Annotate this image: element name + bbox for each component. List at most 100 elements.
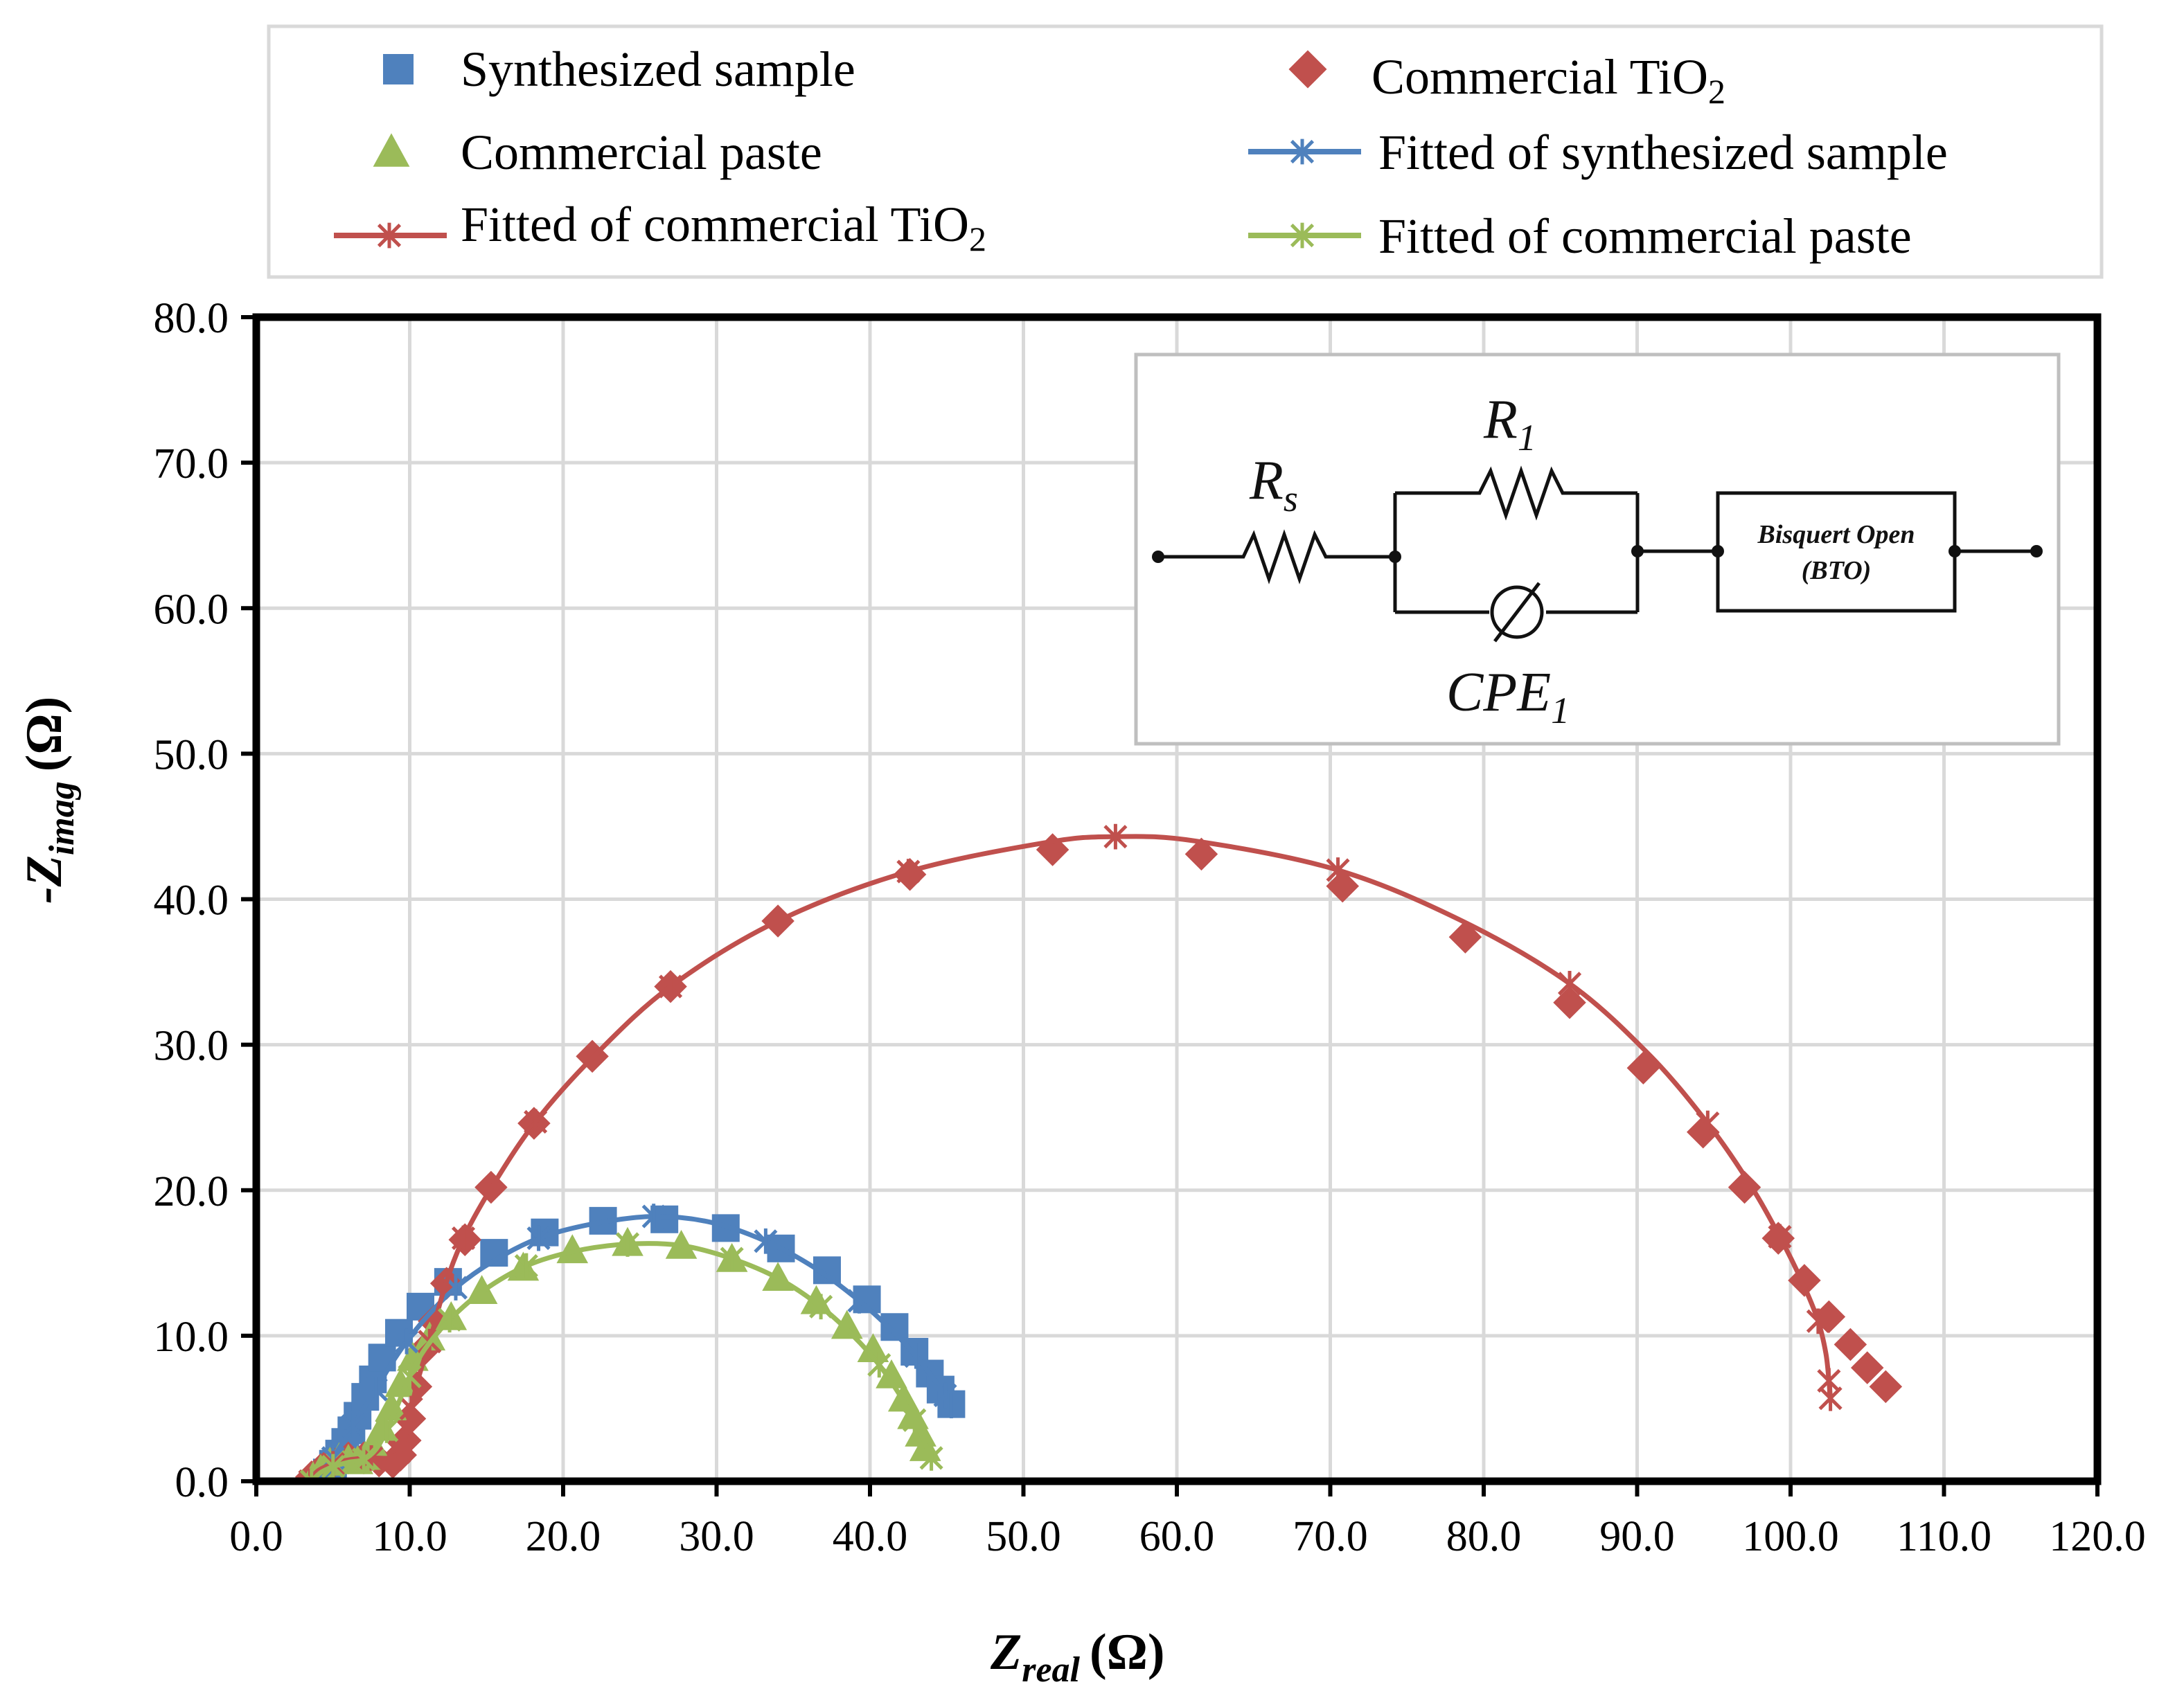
y-tick-label: 60.0 [154, 586, 229, 633]
data-point [1553, 985, 1586, 1019]
bto-label-line2: (BTO) [1802, 556, 1872, 585]
fit-point [919, 1445, 943, 1471]
x-tick-label: 10.0 [372, 1513, 447, 1560]
rs-label: Rs [1249, 450, 1298, 519]
legend-marker [1290, 138, 1315, 165]
legend-marker [377, 222, 402, 249]
x-tick-label: 80.0 [1446, 1513, 1522, 1560]
fit-point [341, 1413, 365, 1439]
y-tick-label: 30.0 [154, 1023, 229, 1070]
fit-point [395, 1328, 419, 1355]
fit-point [939, 1393, 964, 1419]
fit-point [1768, 1224, 1792, 1250]
data-point [876, 1359, 907, 1388]
y-tick-label: 20.0 [154, 1168, 229, 1215]
fit-point [1103, 823, 1128, 850]
data-point [880, 1313, 909, 1341]
x-tick-label: 60.0 [1139, 1513, 1215, 1560]
legend-label: Fitted of commercial paste [1378, 208, 1912, 264]
x-tick-label: 40.0 [833, 1513, 908, 1560]
data-point [1686, 1115, 1720, 1149]
data-point [831, 1310, 863, 1339]
r1-label: R1 [1483, 389, 1536, 458]
data-point [1869, 1370, 1903, 1404]
y-tick-label: 50.0 [154, 731, 229, 778]
series-fitted-of-commercial-tio2 [298, 823, 1843, 1482]
data-point [1834, 1328, 1867, 1361]
x-tick-label: 110.0 [1897, 1513, 1991, 1560]
x-tick-label: 30.0 [679, 1513, 754, 1560]
cpe-label: CPE1 [1446, 662, 1570, 731]
x-tick-label: 90.0 [1599, 1513, 1675, 1560]
x-tick-label: 100.0 [1742, 1513, 1839, 1560]
legend: Synthesized sample Commercial TiO2 Commerc… [267, 24, 2104, 279]
fit-point [375, 1418, 399, 1443]
legend-label: Synthesized sample [461, 42, 855, 97]
legend-frame [267, 24, 2104, 279]
circuit-wires [1158, 465, 2036, 643]
data-point [1728, 1170, 1761, 1204]
fit-point [847, 1288, 871, 1314]
fit-point [524, 1109, 548, 1135]
data-point [375, 1391, 407, 1421]
data-point [1184, 837, 1218, 871]
legend-label: Fitted of synthesized sample [1378, 125, 1948, 180]
bto-label-line1: Bisquert Open [1757, 520, 1915, 549]
legend-label: Fitted of commercial TiO2 [461, 197, 986, 258]
data-point [1326, 869, 1359, 903]
circuit-nodes [1152, 545, 2043, 563]
fit-point [1806, 1308, 1830, 1334]
fit-point [438, 1307, 462, 1333]
fit-point [720, 1246, 744, 1271]
fit-point [351, 1447, 376, 1472]
legend-label: Commercial TiO2 [1371, 49, 1725, 111]
fit-line-fitted-of-commercial-tio2 [308, 834, 1834, 1482]
fit-point [867, 1352, 891, 1378]
data-point [1626, 1051, 1660, 1084]
rs-resistor [1233, 529, 1335, 584]
fit-point [809, 1294, 833, 1320]
series-fitted-of-commercial-paste [299, 1231, 943, 1482]
fit-point [1818, 1385, 1843, 1411]
fit-point [399, 1395, 423, 1422]
data-point [384, 1368, 417, 1397]
fit-point [321, 1454, 345, 1480]
data-point [1448, 920, 1482, 954]
legend-marker [383, 54, 414, 84]
fit-point [451, 1225, 476, 1251]
series-commercial-tio2 [294, 833, 1903, 1482]
fit-point [658, 974, 683, 999]
legend-marker [1288, 50, 1327, 89]
data-point [1851, 1351, 1884, 1384]
x-tick-label: 50.0 [986, 1513, 1061, 1560]
x-tick-label: 0.0 [229, 1513, 283, 1560]
series-layer [294, 823, 1903, 1482]
fit-point [1557, 971, 1582, 997]
fit-point [364, 1377, 388, 1402]
x-tick-label: 120.0 [2049, 1513, 2146, 1560]
legend-label: Commercial paste [461, 125, 822, 180]
fit-point [615, 1231, 640, 1257]
y-tick-label: 40.0 [154, 877, 229, 924]
fit-point [514, 1253, 538, 1279]
legend-marker [1290, 222, 1315, 249]
x-axis-title: Zreal (Ω) [990, 1624, 1165, 1689]
y-tick-label: 0.0 [175, 1459, 229, 1506]
fit-point [896, 859, 921, 884]
y-tick-label: 70.0 [154, 440, 229, 488]
legend-marker [373, 133, 410, 167]
y-axis-title: -Zimag(Ω) [16, 697, 82, 904]
legend-item-fitted-of-commercial-paste: Fitted of commercial paste [1248, 208, 1912, 264]
fit-point [641, 1204, 666, 1229]
inset-frame [1134, 352, 2061, 746]
fit-point [387, 1439, 411, 1465]
fit-point [754, 1228, 778, 1254]
circuit-inset: Rs R1 CPE1 Bisquert Open (BTO) [1134, 352, 2061, 746]
x-tick-label: 20.0 [526, 1513, 601, 1560]
fit-point [1696, 1110, 1720, 1136]
cpe-element [1490, 585, 1544, 639]
x-tick-label: 70.0 [1293, 1513, 1368, 1560]
y-tick-label: 80.0 [154, 295, 229, 342]
fit-point [526, 1225, 551, 1251]
